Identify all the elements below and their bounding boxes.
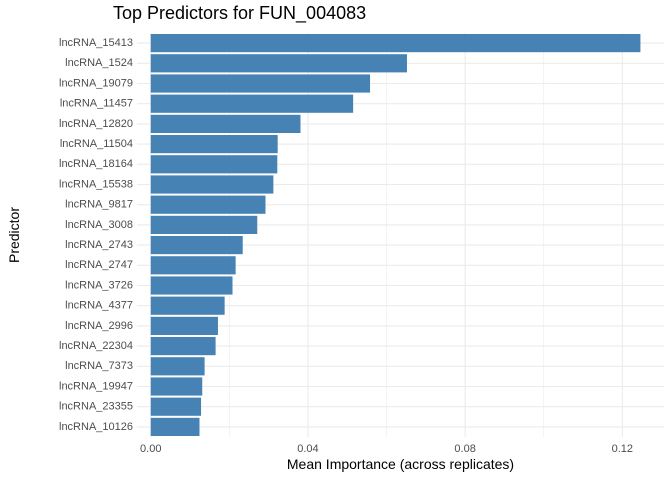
bar-lncRNA_19947 — [150, 377, 203, 396]
y-tick-label: lncRNA_2743 — [65, 239, 133, 251]
y-tick-label: lncRNA_3008 — [65, 219, 133, 231]
x-tick-label: 0.00 — [140, 443, 161, 455]
y-axis-label: Predictor — [6, 206, 22, 264]
bar-lncRNA_11457 — [150, 94, 354, 113]
y-tick-label: lncRNA_11457 — [60, 98, 133, 110]
y-tick-label: lncRNA_15538 — [59, 178, 133, 190]
y-tick-label: lncRNA_9817 — [65, 199, 133, 211]
bar-lncRNA_19079 — [150, 74, 371, 93]
bar-lncRNA_15413 — [150, 34, 641, 53]
bar-lncRNA_18164 — [150, 155, 278, 174]
y-tick-label: lncRNA_19079 — [59, 77, 133, 89]
y-tick-label: lncRNA_11504 — [60, 138, 133, 150]
y-tick-label: lncRNA_2996 — [65, 320, 133, 332]
chart-title: Top Predictors for FUN_004083 — [113, 3, 367, 23]
x-tick-label: 0.04 — [297, 443, 318, 455]
bar-lncRNA_23355 — [150, 397, 202, 416]
y-tick-label: lncRNA_2747 — [65, 259, 133, 271]
y-tick-label: lncRNA_22304 — [59, 340, 133, 352]
y-tick-label: lncRNA_7373 — [65, 360, 133, 372]
y-tick-label: lncRNA_10126 — [59, 421, 133, 433]
y-tick-label: lncRNA_4377 — [65, 300, 133, 312]
y-tick-label: lncRNA_3726 — [65, 279, 133, 291]
bar-lncRNA_2996 — [150, 316, 218, 335]
bar-lncRNA_1524 — [150, 54, 407, 73]
bar-lncRNA_4377 — [150, 296, 225, 315]
bar-lncRNA_2743 — [150, 236, 243, 255]
bar-lncRNA_3726 — [150, 276, 233, 295]
bar-lncRNA_3008 — [150, 215, 258, 234]
bar-lncRNA_7373 — [150, 357, 205, 376]
bar-lncRNA_2747 — [150, 256, 236, 275]
bar-lncRNA_10126 — [150, 417, 200, 436]
x-axis-label: Mean Importance (across replicates) — [286, 456, 515, 472]
y-tick-label: lncRNA_18164 — [59, 158, 133, 170]
y-tick-label: lncRNA_15413 — [59, 37, 133, 49]
x-tick-label: 0.12 — [612, 443, 633, 455]
y-tick-label: lncRNA_19947 — [59, 380, 133, 392]
bar-lncRNA_9817 — [150, 195, 266, 214]
bar-lncRNA_15538 — [150, 175, 274, 194]
bar-lncRNA_22304 — [150, 337, 216, 356]
bar-lncRNA_11504 — [150, 135, 278, 154]
y-tick-label: lncRNA_1524 — [65, 57, 133, 69]
y-tick-label: lncRNA_23355 — [59, 401, 133, 413]
y-tick-label: lncRNA_12820 — [59, 118, 133, 130]
x-tick-label: 0.08 — [454, 443, 475, 455]
bar-lncRNA_12820 — [150, 114, 301, 133]
